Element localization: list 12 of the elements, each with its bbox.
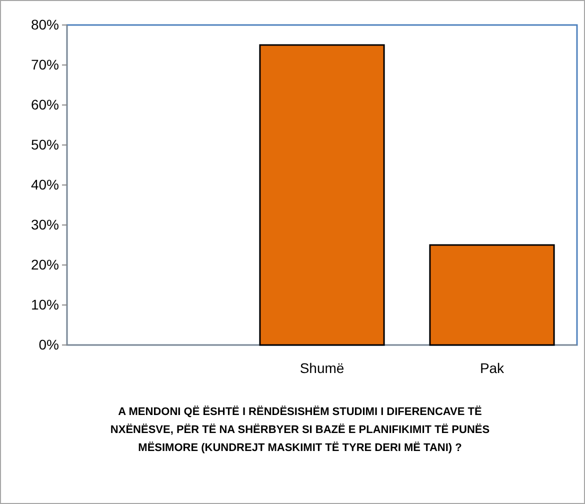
y-tick-label: 50% bbox=[30, 136, 59, 152]
y-tick-label: 20% bbox=[30, 256, 59, 272]
y-tick-label: 10% bbox=[30, 296, 59, 312]
text: A MENDONI QË ËSHTË I RËNDËSISHËM STUDIMI I DIFERENCAVE TË NXËNËSVE, PËR TË NA SHËRBYER SI BAZË E PLANIFIKIMIT TË PUNËS MËSIMORE (KUNDREJT MASKIMIT TË TYRE DERI MË TANI) ? bbox=[110, 405, 490, 454]
y-tick-label: 30% bbox=[30, 216, 59, 232]
y-tick-label: 80% bbox=[30, 16, 59, 32]
y-tick-label: 70% bbox=[30, 56, 59, 72]
x-tick-label: Pak bbox=[480, 360, 506, 376]
y-tick-label: 60% bbox=[30, 96, 59, 112]
y-tick-label: 40% bbox=[30, 176, 59, 192]
x-tick-label: Shumë bbox=[300, 360, 344, 376]
y-tick-label: 0% bbox=[38, 336, 59, 352]
